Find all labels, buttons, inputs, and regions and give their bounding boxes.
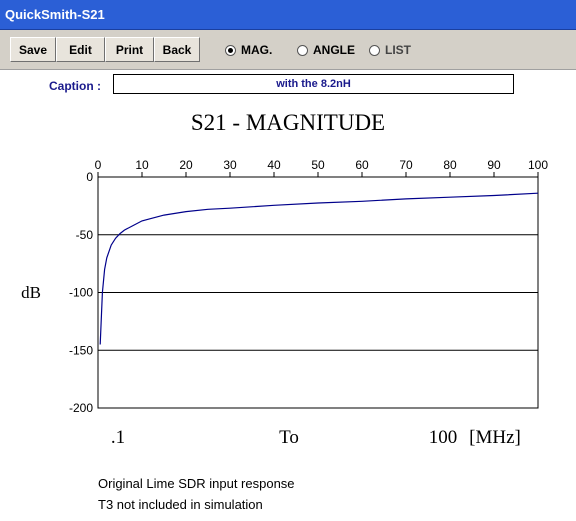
x-tick-label: 40 xyxy=(267,158,281,172)
x-tick-label: 80 xyxy=(443,158,457,172)
y-tick-label: -50 xyxy=(76,228,94,242)
x-tick-label: 30 xyxy=(223,158,237,172)
angle-radio-label: ANGLE xyxy=(313,43,355,57)
radio-unselected-icon xyxy=(297,44,308,56)
list-radio[interactable]: LIST xyxy=(369,43,411,57)
y-tick-label: -150 xyxy=(69,343,93,357)
x-tick-label: 60 xyxy=(355,158,369,172)
y-tick-label: 0 xyxy=(86,170,93,184)
x-tick-label: 70 xyxy=(399,158,413,172)
s21-magnitude-line xyxy=(99,192,539,345)
x-tick-label: 10 xyxy=(135,158,149,172)
range-start-label: .1 xyxy=(111,427,125,448)
range-mid-label: To xyxy=(279,427,299,448)
x-tick-label: 0 xyxy=(95,158,102,172)
radio-unselected-icon xyxy=(369,44,380,56)
print-button[interactable]: Print xyxy=(105,37,154,62)
chart-title: S21 - MAGNITUDE xyxy=(190,110,386,135)
s21-chart: 0 -50 -100 -150 -200 0 10 20 30 40 50 60 70 80 90 100 d… xyxy=(21,158,548,448)
toolbar: Save Edit Print Back MAG. ANGLE LIST xyxy=(0,30,576,70)
angle-radio[interactable]: ANGLE xyxy=(297,43,355,57)
footnote-line-1: Original Lime SDR input response xyxy=(98,476,295,491)
caption-input[interactable]: with the 8.2nH xyxy=(113,74,514,94)
title-bar: QuickSmith-S21 xyxy=(0,0,576,30)
x-tick-label: 90 xyxy=(487,158,501,172)
x-tick-label: 20 xyxy=(179,158,193,172)
save-button[interactable]: Save xyxy=(10,37,56,62)
x-tick-label: 50 xyxy=(311,158,325,172)
range-unit-label: [MHz] xyxy=(469,427,521,448)
range-end-label: 100 xyxy=(429,427,458,448)
y-axis-label: dB xyxy=(21,283,41,302)
radio-selected-icon xyxy=(225,44,236,56)
y-tick-label: -200 xyxy=(69,401,93,415)
list-radio-label: LIST xyxy=(385,43,411,57)
footnote-line-2: T3 not included in simulation xyxy=(98,497,263,512)
edit-button[interactable]: Edit xyxy=(56,37,105,62)
mag-radio-label: MAG. xyxy=(241,43,273,57)
back-button[interactable]: Back xyxy=(154,37,200,62)
caption-label: Caption : xyxy=(49,79,101,93)
mag-radio[interactable]: MAG. xyxy=(225,43,272,57)
window-title: QuickSmith-S21 xyxy=(5,7,105,22)
y-tick-label: -100 xyxy=(69,286,93,300)
x-tick-label: 100 xyxy=(528,158,548,172)
